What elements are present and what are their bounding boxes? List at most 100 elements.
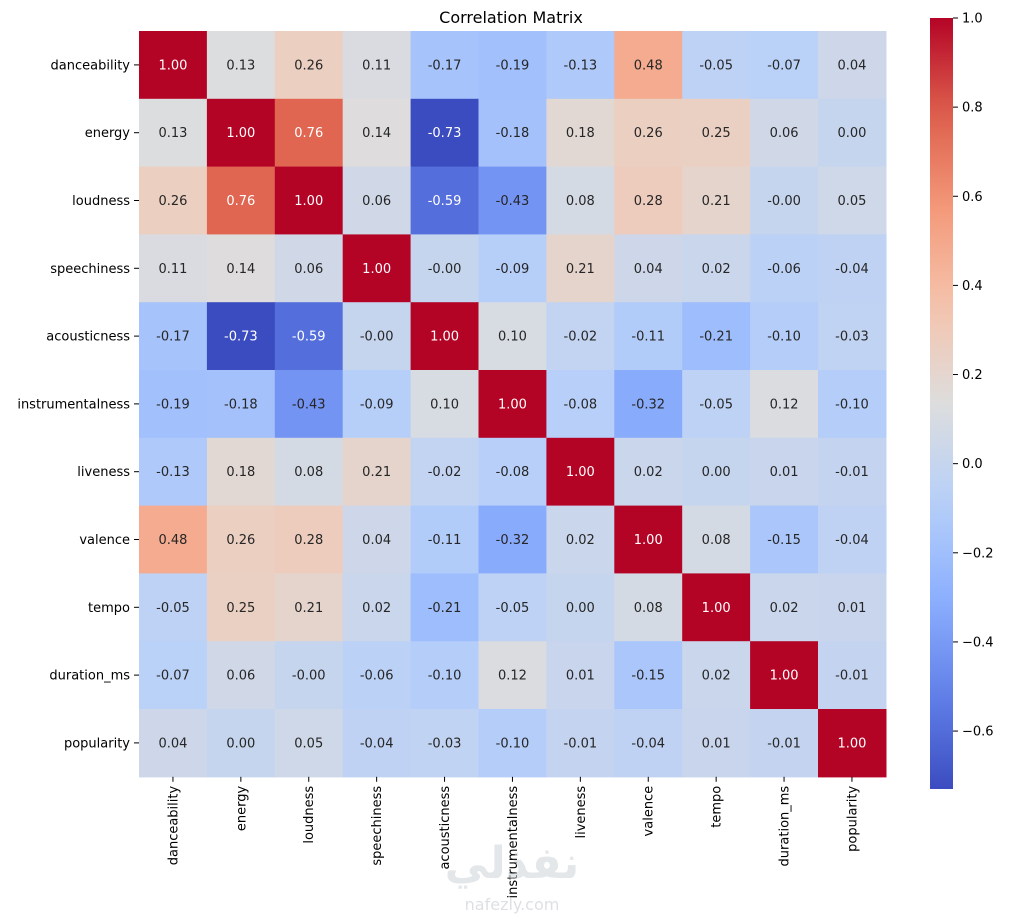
heatmap-cell — [546, 437, 615, 507]
cell-value-label: -0.03 — [835, 330, 869, 345]
cell-value-label: -0.21 — [428, 601, 462, 616]
heatmap-cell — [546, 505, 615, 574]
heatmap-cell — [750, 437, 819, 507]
heatmap-cell — [139, 234, 208, 303]
cell-value-label: 0.04 — [158, 736, 187, 751]
y-tick-label: valence — [79, 533, 130, 548]
cell-value-label: -0.19 — [496, 58, 530, 73]
heatmap-cell — [750, 641, 819, 710]
cell-value-label: 0.01 — [566, 669, 595, 684]
heatmap-cell — [682, 370, 751, 439]
heatmap-cell — [818, 709, 887, 778]
heatmap-cell — [478, 302, 547, 371]
heatmap-cell — [342, 31, 412, 100]
cell-value-label: 0.25 — [226, 601, 255, 616]
heatmap-cell — [139, 641, 208, 710]
cell-value-label: 0.02 — [362, 601, 391, 616]
heatmap-cell — [342, 641, 412, 710]
heatmap-cell — [750, 234, 819, 303]
colorbar-tick-label: 0.2 — [962, 368, 983, 383]
cell-value-label: -0.15 — [767, 533, 801, 548]
y-tick-label: tempo — [88, 601, 130, 616]
cell-value-label: 0.28 — [294, 533, 323, 548]
heatmap-cell — [750, 31, 819, 100]
cell-value-label: 1.00 — [566, 465, 595, 480]
heatmap-cell — [410, 302, 480, 371]
heatmap-cell — [206, 505, 276, 574]
cell-value-label: 0.76 — [294, 126, 323, 141]
heatmap-cell — [614, 370, 683, 439]
cell-value-label: 0.06 — [362, 194, 391, 209]
x-tick-label: danceability — [166, 785, 181, 865]
cell-value-label: -0.07 — [767, 58, 801, 73]
cell-value-label: -0.02 — [564, 330, 598, 345]
heatmap-cell — [546, 709, 615, 778]
cell-value-label: -0.73 — [428, 126, 462, 141]
cell-value-label: -0.11 — [428, 533, 462, 548]
cell-value-label: 0.26 — [634, 126, 663, 141]
heatmap-cell — [682, 437, 751, 507]
x-tick-label: popularity — [845, 786, 860, 852]
y-tick-labels: danceability energy loudness speechiness aco… — [17, 58, 139, 751]
cell-value-label: 0.26 — [294, 58, 323, 73]
cell-value-label: 0.48 — [634, 58, 663, 73]
cell-value-label: 0.04 — [837, 58, 866, 73]
y-tick-label: energy — [85, 126, 131, 141]
x-tick-label: valence — [642, 786, 657, 837]
heatmap-cell — [818, 302, 887, 371]
cell-value-label: -0.01 — [835, 465, 869, 480]
heatmap-cell — [410, 641, 480, 710]
colorbar-tick-label: −0.2 — [962, 546, 994, 561]
heatmap-cell — [546, 234, 615, 303]
heatmap-cell — [206, 31, 276, 100]
heatmap-cell — [342, 370, 412, 439]
y-tick-label: danceability — [51, 58, 131, 73]
heatmap-cell — [750, 302, 819, 371]
cell-value-label: -0.59 — [428, 194, 462, 209]
heatmap-cell — [614, 437, 683, 507]
y-tick-label: loudness — [72, 194, 130, 209]
heatmap-cell — [139, 302, 208, 371]
cell-value-label: -0.17 — [428, 58, 462, 73]
heatmap-cell — [818, 98, 887, 168]
colorbar-tick-label: −0.6 — [962, 725, 994, 740]
cell-value-label: -0.59 — [292, 330, 326, 345]
heatmap-cell — [478, 573, 547, 642]
watermark: نفذلي nafezly.com — [445, 838, 580, 914]
cell-value-label: 0.12 — [770, 397, 799, 412]
x-tick-label: energy — [234, 785, 249, 831]
cell-value-label: 0.02 — [566, 533, 595, 548]
heatmap-cell — [410, 234, 480, 303]
heatmap-cell — [546, 98, 615, 168]
colorbar-tick-label: 1.0 — [962, 12, 983, 27]
cell-value-label: -0.03 — [428, 736, 462, 751]
heatmap-cell — [750, 505, 819, 574]
heatmap-cell — [274, 302, 344, 371]
cell-value-label: 0.26 — [226, 533, 255, 548]
cell-value-label: -0.73 — [224, 330, 258, 345]
heatmap-cell — [206, 370, 276, 439]
heatmap-cell — [682, 505, 751, 574]
cell-value-label: 1.00 — [837, 736, 866, 751]
cell-value-label: 0.14 — [362, 126, 391, 141]
heatmap-cell — [478, 166, 547, 235]
cell-value-label: -0.18 — [224, 397, 258, 412]
cell-value-label: 1.00 — [702, 601, 731, 616]
cell-value-label: 0.21 — [362, 465, 391, 480]
heatmap-cell — [546, 31, 615, 100]
cell-value-label: 0.02 — [702, 262, 731, 277]
cell-value-label: 0.06 — [294, 262, 323, 277]
cell-value-label: -0.04 — [631, 736, 665, 751]
heatmap-cell — [342, 234, 412, 303]
cell-value-label: 0.00 — [226, 736, 255, 751]
cell-value-label: -0.01 — [767, 736, 801, 751]
cell-value-label: -0.00 — [767, 194, 801, 209]
cell-value-label: 1.00 — [498, 397, 527, 412]
y-tick-label: popularity — [64, 736, 130, 751]
heatmap-cell — [139, 98, 208, 168]
heatmap-cell — [614, 573, 683, 642]
cell-value-label: 1.00 — [226, 126, 255, 141]
cell-value-label: 0.18 — [226, 465, 255, 480]
heatmap-cell — [274, 370, 344, 439]
heatmap-cell — [274, 166, 344, 235]
